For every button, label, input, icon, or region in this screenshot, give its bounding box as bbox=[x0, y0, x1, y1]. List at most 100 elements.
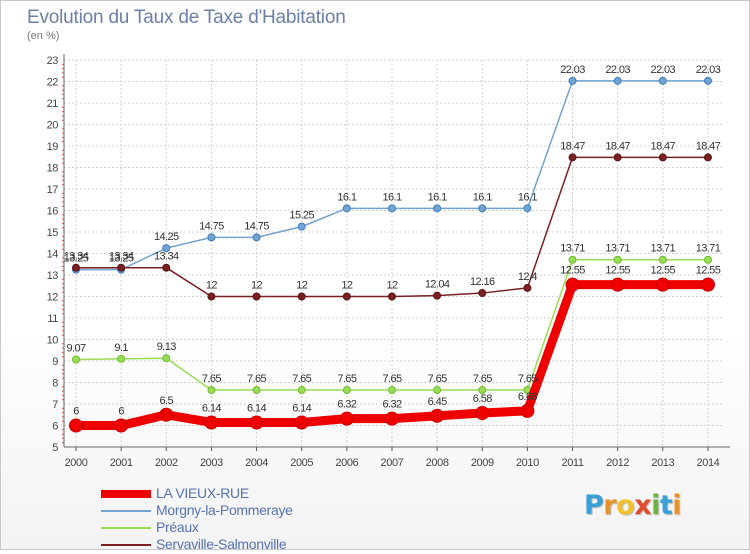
data-label-servaville-salmonville: 12 bbox=[206, 280, 218, 292]
y-tick-label: 22 bbox=[47, 77, 59, 89]
data-point-preaux bbox=[207, 386, 216, 395]
data-label-servaville-salmonville: 12 bbox=[341, 280, 353, 292]
data-point-servaville-salmonville bbox=[613, 153, 622, 162]
data-point-preaux bbox=[72, 355, 80, 364]
data-point-morgny-la-pommeraye bbox=[703, 76, 712, 85]
y-tick-label: 13 bbox=[47, 270, 59, 282]
data-label-la-vieux-rue: 6.32 bbox=[337, 399, 356, 411]
data-point-la-vieux-rue bbox=[159, 407, 174, 422]
data-point-morgny-la-pommeraye bbox=[433, 204, 442, 213]
data-label-preaux: 13.71 bbox=[605, 243, 630, 255]
data-label-preaux: 13.71 bbox=[560, 243, 585, 255]
data-label-preaux: 7.65 bbox=[428, 373, 447, 385]
data-label-preaux: 9.07 bbox=[66, 342, 85, 354]
data-label-preaux: 7.65 bbox=[518, 373, 537, 385]
data-point-la-vieux-rue bbox=[565, 277, 580, 292]
x-tick-label: 2005 bbox=[290, 457, 313, 469]
data-point-la-vieux-rue bbox=[475, 406, 490, 421]
y-tick-label: 20 bbox=[47, 120, 59, 132]
data-label-la-vieux-rue: 12.55 bbox=[651, 265, 676, 277]
y-tick-label: 8 bbox=[52, 378, 58, 390]
data-label-morgny-la-pommeraye: 14.75 bbox=[199, 220, 224, 232]
data-label-la-vieux-rue: 6.14 bbox=[292, 402, 311, 414]
data-label-preaux: 7.65 bbox=[292, 373, 311, 385]
data-label-servaville-salmonville: 12.4 bbox=[518, 271, 537, 283]
data-label-morgny-la-pommeraye: 22.03 bbox=[651, 64, 676, 76]
x-tick-label: 2007 bbox=[381, 457, 404, 469]
data-point-la-vieux-rue bbox=[114, 418, 129, 433]
legend-label: LA VIEUX-RUE bbox=[156, 485, 249, 501]
data-label-la-vieux-rue: 12.55 bbox=[560, 265, 585, 277]
data-label-la-vieux-rue: 6.14 bbox=[202, 402, 221, 414]
data-point-morgny-la-pommeraye bbox=[387, 204, 396, 213]
data-label-la-vieux-rue: 6 bbox=[73, 406, 79, 418]
data-point-morgny-la-pommeraye bbox=[658, 76, 667, 85]
data-label-morgny-la-pommeraye: 16.1 bbox=[473, 191, 492, 203]
data-label-servaville-salmonville: 12 bbox=[251, 280, 263, 292]
y-tick-label: 21 bbox=[47, 98, 59, 110]
data-label-la-vieux-rue: 6.58 bbox=[473, 393, 492, 405]
data-point-preaux bbox=[658, 255, 667, 264]
data-label-servaville-salmonville: 12 bbox=[296, 280, 308, 292]
data-label-la-vieux-rue: 6.32 bbox=[382, 399, 401, 411]
data-point-servaville-salmonville bbox=[703, 153, 712, 162]
y-tick-label: 11 bbox=[47, 313, 58, 325]
data-label-morgny-la-pommeraye: 16.1 bbox=[382, 191, 401, 203]
data-label-preaux: 7.65 bbox=[382, 373, 401, 385]
data-point-servaville-salmonville bbox=[342, 292, 351, 301]
x-tick-label: 2013 bbox=[651, 457, 674, 469]
legend-swatch bbox=[101, 544, 151, 546]
data-label-preaux: 7.65 bbox=[247, 373, 266, 385]
data-point-preaux bbox=[252, 386, 261, 395]
data-point-servaville-salmonville bbox=[433, 291, 442, 300]
data-point-servaville-salmonville bbox=[252, 292, 261, 301]
data-point-morgny-la-pommeraye bbox=[162, 244, 171, 253]
data-point-preaux bbox=[387, 386, 396, 395]
data-point-morgny-la-pommeraye bbox=[342, 204, 351, 213]
y-tick-label: 6 bbox=[52, 421, 58, 433]
data-label-morgny-la-pommeraye: 13.25 bbox=[109, 253, 134, 265]
legend-swatch bbox=[101, 490, 151, 498]
data-point-morgny-la-pommeraye bbox=[297, 222, 306, 231]
data-label-morgny-la-pommeraye: 22.03 bbox=[560, 64, 585, 76]
data-label-morgny-la-pommeraye: 16.1 bbox=[428, 191, 447, 203]
y-tick-label: 16 bbox=[47, 206, 59, 218]
data-point-servaville-salmonville bbox=[297, 292, 306, 301]
legend-label: Morgny-la-Pommeraye bbox=[156, 502, 293, 518]
data-point-morgny-la-pommeraye bbox=[207, 233, 216, 242]
x-tick-label: 2009 bbox=[471, 457, 494, 469]
y-tick-label: 10 bbox=[47, 335, 59, 347]
data-point-la-vieux-rue bbox=[69, 418, 83, 433]
data-point-morgny-la-pommeraye bbox=[478, 204, 487, 213]
data-label-la-vieux-rue: 6 bbox=[118, 406, 124, 418]
data-label-morgny-la-pommeraye: 22.03 bbox=[696, 64, 721, 76]
data-point-servaville-salmonville bbox=[478, 289, 487, 298]
data-label-la-vieux-rue: 12.55 bbox=[605, 265, 630, 277]
series-lines bbox=[69, 76, 715, 433]
data-point-la-vieux-rue bbox=[430, 408, 445, 423]
data-point-la-vieux-rue bbox=[294, 415, 309, 430]
data-label-preaux: 7.65 bbox=[473, 373, 492, 385]
data-label-la-vieux-rue: 6.68 bbox=[518, 391, 537, 403]
data-label-servaville-salmonville: 13.34 bbox=[109, 251, 134, 263]
data-label-morgny-la-pommeraye: 16.1 bbox=[518, 191, 537, 203]
logo-letter: x bbox=[634, 490, 652, 521]
y-tick-label: 9 bbox=[52, 356, 58, 368]
data-point-servaville-salmonville bbox=[523, 283, 532, 292]
data-point-la-vieux-rue bbox=[384, 411, 399, 426]
data-point-servaville-salmonville bbox=[387, 292, 396, 301]
logo-letter: o bbox=[616, 490, 635, 521]
data-label-morgny-la-pommeraye: 14.25 bbox=[154, 231, 179, 243]
data-point-la-vieux-rue bbox=[700, 277, 715, 292]
x-tick-label: 2008 bbox=[426, 457, 449, 469]
logo-letter: i bbox=[651, 490, 660, 521]
data-point-preaux bbox=[297, 386, 306, 395]
proxiti-logo: Proxiti bbox=[584, 490, 682, 521]
logo-letter: r bbox=[603, 490, 617, 521]
x-tick-label: 2011 bbox=[562, 457, 584, 469]
data-label-servaville-salmonville: 13.34 bbox=[154, 251, 179, 263]
data-label-preaux: 13.71 bbox=[651, 243, 676, 255]
data-label-morgny-la-pommeraye: 13.25 bbox=[64, 253, 89, 265]
x-tick-label: 2014 bbox=[697, 457, 720, 469]
